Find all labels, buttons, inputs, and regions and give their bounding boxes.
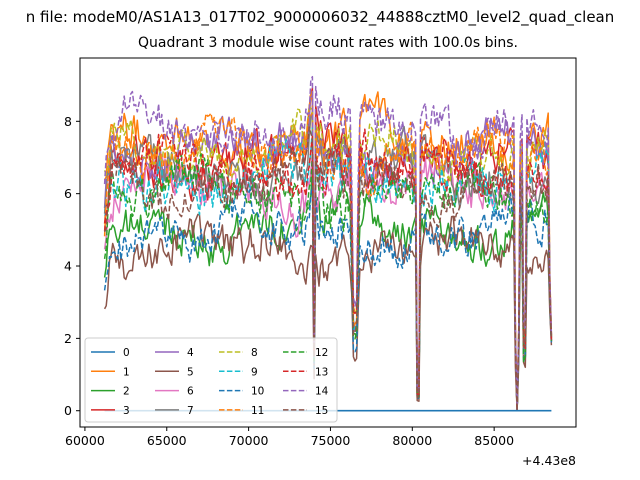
legend-label-0: 0 — [123, 347, 130, 359]
series-line-5 — [103, 213, 553, 412]
x-axis-offset-label: +4.43e8 — [522, 453, 576, 468]
x-tick-label: 80000 — [392, 433, 432, 448]
series-line-2 — [103, 167, 553, 412]
legend-label-9: 9 — [251, 366, 258, 378]
legend-label-7: 7 — [187, 405, 194, 417]
legend-label-8: 8 — [251, 347, 258, 359]
x-tick-label: 70000 — [229, 433, 269, 448]
figure-suptitle: n file: modeM0/AS1A13_017T02_9000006032_… — [25, 8, 615, 26]
y-tick-label: 2 — [64, 331, 72, 346]
y-axis: 0 2 4 6 8 — [64, 114, 80, 418]
x-tick-label: 60000 — [65, 433, 105, 448]
legend-label-12: 12 — [315, 347, 328, 359]
legend-label-6: 6 — [187, 386, 194, 398]
legend-label-5: 5 — [187, 366, 194, 378]
x-tick-label: 65000 — [147, 433, 187, 448]
y-tick-label: 8 — [64, 114, 72, 129]
y-tick-label: 4 — [64, 259, 72, 274]
axes-frame — [79, 57, 577, 428]
x-tick-label: 75000 — [311, 433, 351, 448]
legend-label-3: 3 — [123, 405, 130, 417]
series-line-10 — [103, 184, 553, 412]
series-line-13 — [103, 128, 553, 412]
legend-label-1: 1 — [123, 366, 130, 378]
series-line-8 — [103, 104, 553, 412]
series-line-14 — [103, 75, 553, 412]
y-tick-label: 0 — [64, 403, 72, 418]
x-axis: 60000 65000 70000 75000 80000 85000 — [65, 427, 514, 448]
series-line-15 — [103, 126, 553, 412]
y-tick-label: 6 — [64, 186, 72, 201]
series-layer — [103, 75, 553, 412]
legend-label-2: 2 — [123, 386, 130, 398]
legend-label-14: 14 — [315, 386, 329, 398]
x-tick-label: 85000 — [474, 433, 514, 448]
legend-label-15: 15 — [315, 405, 328, 417]
legend-label-10: 10 — [251, 386, 264, 398]
legend-box — [84, 337, 338, 423]
legend-label-13: 13 — [315, 366, 328, 378]
chart-title: Quadrant 3 module wise count rates with … — [138, 35, 518, 51]
legend-label-11: 11 — [251, 405, 264, 417]
legend-label-4: 4 — [187, 347, 194, 359]
